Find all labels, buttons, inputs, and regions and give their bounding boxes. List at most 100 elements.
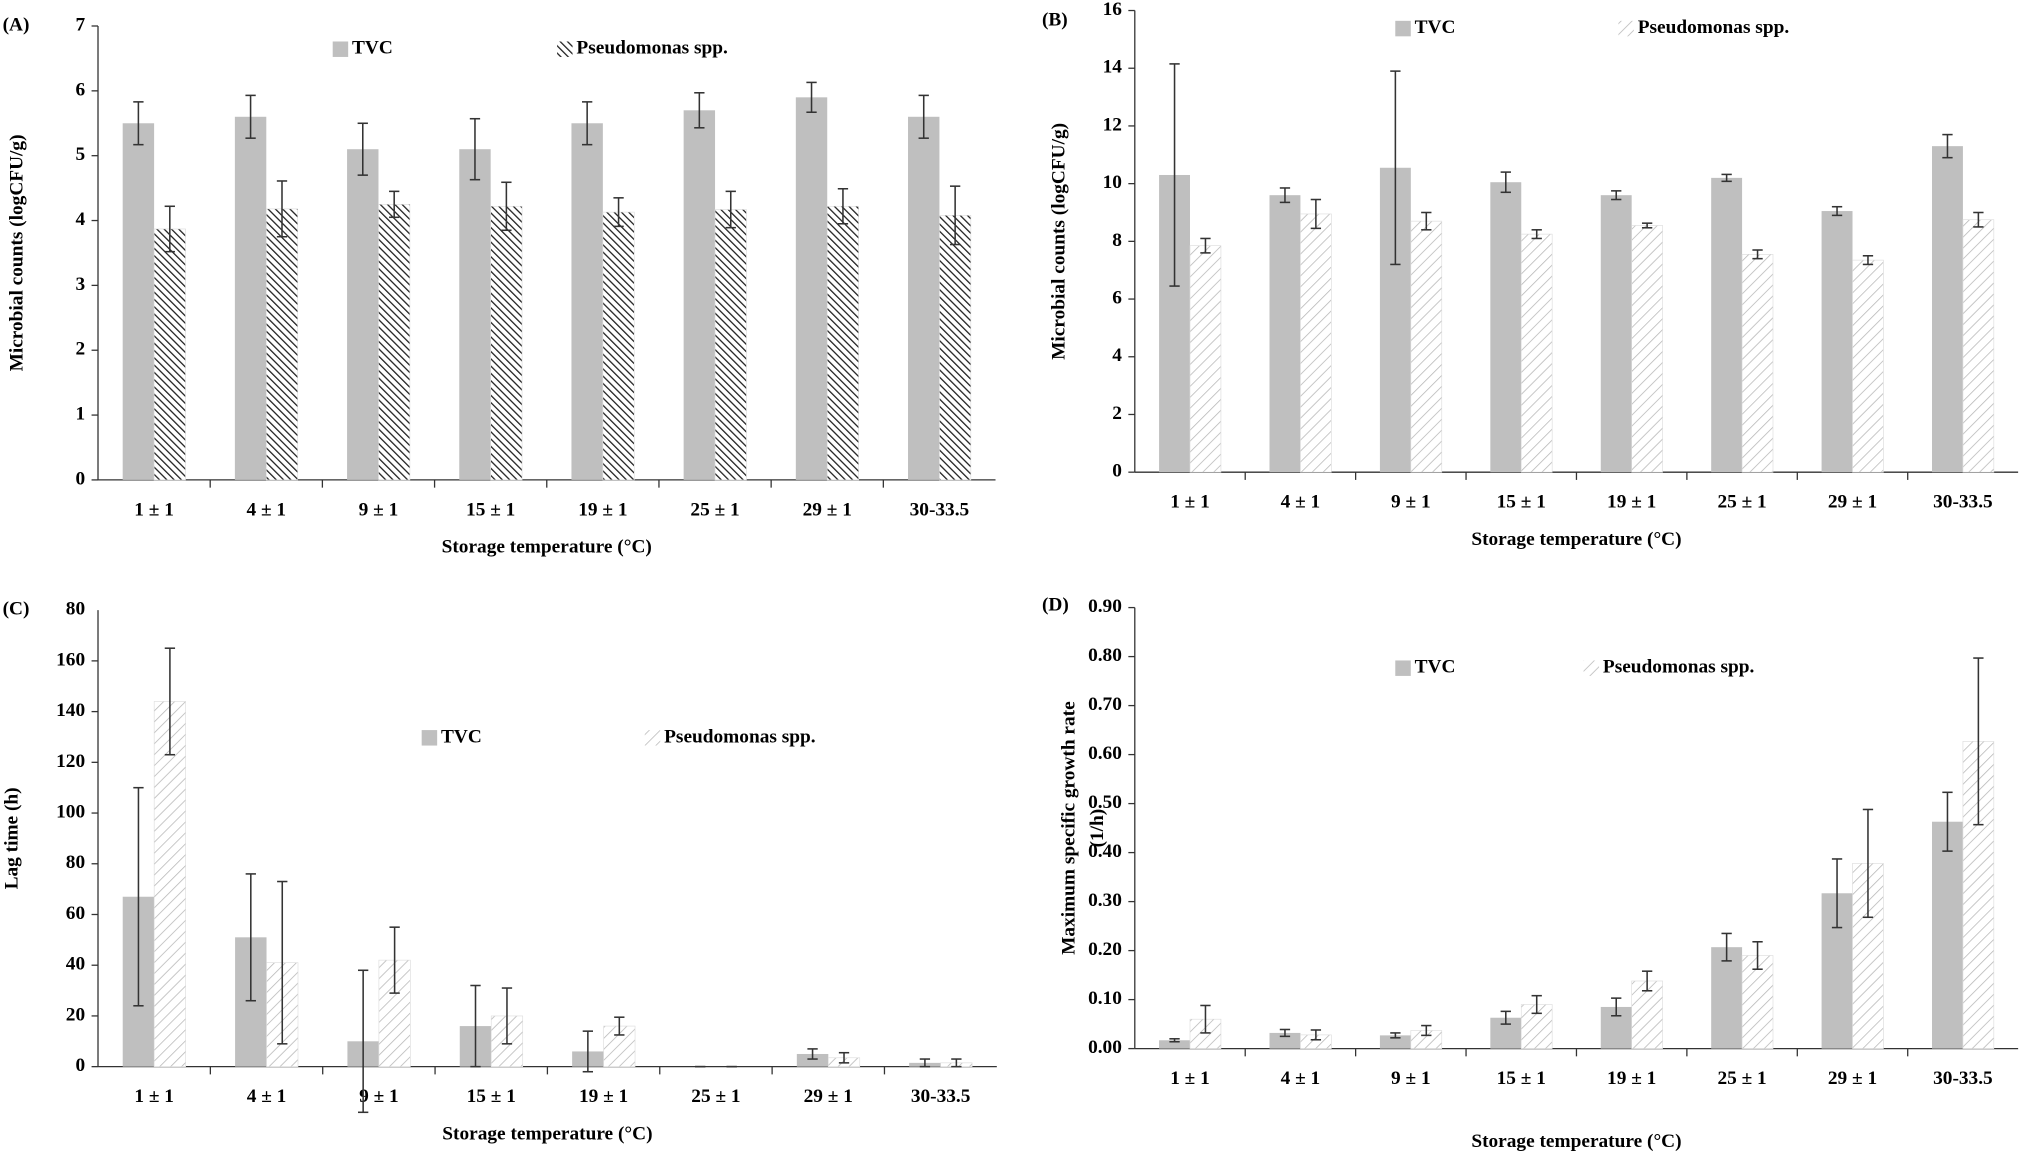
error-bar [1942,133,1953,159]
error-bar [245,873,256,1002]
legend-swatch [644,730,661,746]
y-tick-label: 40 [66,954,85,975]
x-tick-label: 9 ± 1 [1391,492,1431,513]
x-tick-label: 1 ± 1 [1170,1068,1210,1089]
y-tick-label: 2 [75,339,85,360]
x-tick-label: 4 ± 1 [247,1086,287,1107]
bar [1269,195,1301,473]
x-tick-label: 4 ± 1 [246,499,286,520]
error-bar [949,185,961,246]
bar [234,116,267,480]
error-bar [1279,187,1291,204]
x-tick-label: 1 ± 1 [134,499,174,520]
legend-label: TVC [352,38,393,59]
bar [265,208,299,481]
error-bar [694,92,705,129]
error-bar [614,1016,625,1036]
error-bar [1500,171,1511,194]
bar [153,228,186,481]
x-tick-label: 9 ± 1 [359,1086,399,1107]
error-bar [1721,932,1732,962]
y-tick-label: 80 [66,852,85,873]
x-tick-label: 25 ± 1 [1717,1068,1766,1089]
y-tick-label: 0.30 [1088,890,1122,911]
error-bar [389,190,400,219]
error-bar [1641,222,1653,229]
bar [1821,211,1853,473]
error-bar [919,1058,931,1068]
x-axis-title: Storage temperature (°C) [442,537,652,558]
bar [1852,259,1884,473]
legend-swatch [332,41,349,57]
bar [153,701,186,1067]
error-bar [951,1058,962,1068]
y-tick-label: 8 [1112,230,1122,251]
legend-label: TVC [441,726,482,747]
y-tick-label: 0.10 [1088,988,1122,1009]
x-tick-label: 1 ± 1 [1170,492,1210,513]
x-tick-label: 9 ± 1 [359,499,399,520]
legend-swatch [1395,20,1411,37]
legend-label: Pseudomonas spp. [576,38,727,59]
error-bar [1531,994,1542,1015]
y-axis-title: Lag time (h) [1,787,22,889]
bar [1490,182,1522,473]
x-tick-label: 19 ± 1 [578,499,627,520]
error-bar [133,786,144,1007]
y-axis-title: Microbial counts (logCFU/g) [1048,123,1069,360]
x-axis-title: Storage temperature (°C) [1471,1131,1681,1152]
x-tick-label: 19 ± 1 [579,1086,628,1107]
error-bar [357,969,369,1114]
legend-swatch [1583,660,1600,676]
error-bar [164,647,176,756]
error-bar [357,122,368,176]
x-tick-label: 29 ± 1 [804,1086,853,1107]
y-tick-label: 20 [66,1004,85,1025]
x-tick-label: 19 ± 1 [1607,492,1656,513]
y-tick-label: 4 [1112,345,1122,366]
bar [908,116,940,480]
error-bar [1310,1029,1322,1041]
x-tick-label: 30-33.5 [1933,492,1993,513]
bar [1269,1032,1301,1049]
error-bar [1279,1028,1291,1038]
error-bar [918,94,929,139]
y-tick-label: 4 [75,209,85,230]
error-bar [1611,190,1622,201]
legend-label: TVC [1415,17,1456,38]
x-tick-label: 4 ± 1 [1281,1068,1321,1089]
bar [1711,177,1743,473]
x-tick-label: 9 ± 1 [1391,1068,1431,1089]
x-tick-label: 25 ± 1 [690,499,739,520]
error-bar [1390,70,1401,266]
panel-label: (C) [3,599,30,620]
legend-swatch [421,730,438,746]
x-axis-title: Storage temperature (°C) [1471,529,1681,550]
error-bar [1531,229,1542,240]
error-bar [276,180,288,238]
y-tick-label: 0.90 [1088,596,1122,617]
y-tick-label: 14 [1103,57,1123,78]
bar [1410,220,1443,473]
y-tick-label: 0.00 [1088,1037,1122,1058]
bar [939,215,972,481]
x-tick-label: 1 ± 1 [134,1086,174,1107]
y-tick-label: 0.60 [1088,743,1122,764]
y-tick-label: 2 [1112,403,1122,424]
y-tick-label: 0 [75,1055,85,1076]
annotation: 80 [66,599,85,620]
bar [602,211,635,481]
legend-swatch [557,41,573,57]
error-bar [1641,970,1653,992]
x-tick-label: 29 ± 1 [1828,1068,1877,1089]
legend-label: Pseudomonas spp. [664,726,815,747]
error-bar [1611,997,1622,1017]
error-bar [1862,255,1874,266]
error-bar [1169,63,1180,287]
bar [1711,947,1743,1049]
x-tick-label: 29 ± 1 [1828,492,1877,513]
panel-label: (B) [1042,9,1068,30]
error-bar [133,101,144,146]
y-tick-label: 0.50 [1088,792,1122,813]
